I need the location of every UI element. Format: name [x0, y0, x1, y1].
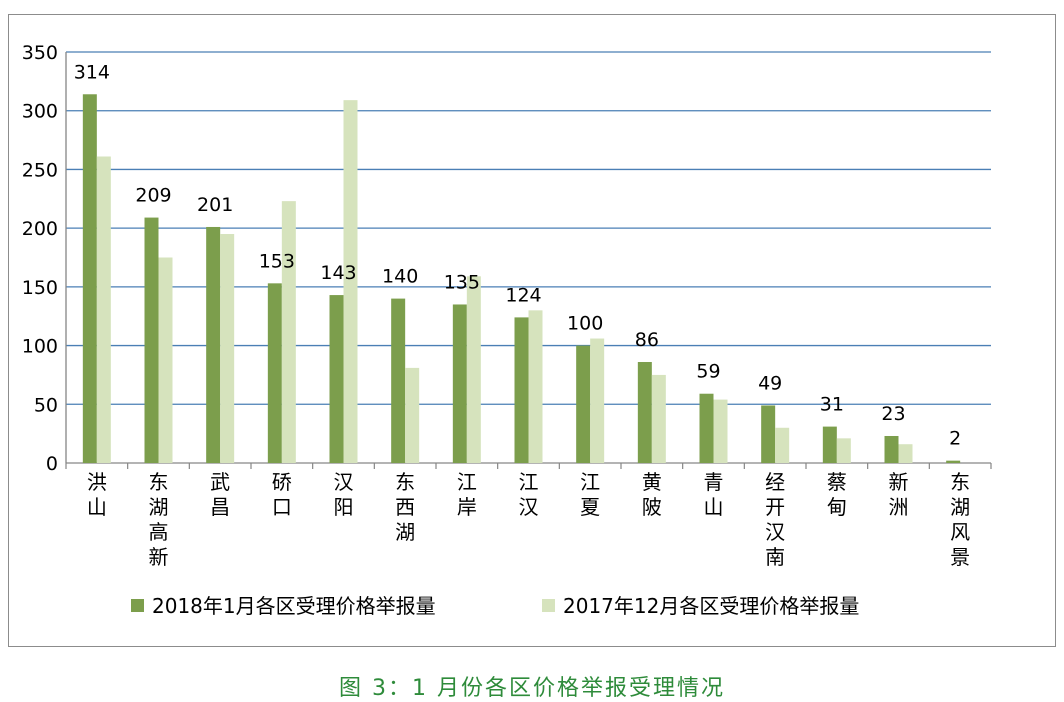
- data-label: 153: [259, 250, 295, 272]
- chart-frame: 0 50 100 150 200 250 300 350 314 洪山 209 东湖高新 201 武昌 15…: [8, 14, 1056, 647]
- y-tick-label: 350: [22, 42, 58, 64]
- data-label: 59: [696, 361, 720, 383]
- bar-2017-12: [898, 444, 913, 463]
- bar-2017-12: [528, 310, 543, 463]
- bar-2017-12: [713, 399, 728, 463]
- x-category-label: 经开汉南: [765, 470, 785, 569]
- y-tick-label: 150: [22, 277, 58, 299]
- bar-2018-01: [884, 435, 899, 463]
- figure-caption: 图 3：1 月份各区价格举报受理情况: [339, 676, 725, 701]
- bar-2018-01: [946, 460, 961, 463]
- x-category-label: 江夏: [580, 470, 600, 519]
- bar-2018-01: [144, 217, 159, 463]
- bar-2018-01: [822, 426, 837, 463]
- bar-2017-12: [466, 276, 481, 463]
- legend-label: 2017年12月各区受理价格举报量: [563, 594, 859, 618]
- bar-2018-01: [637, 362, 652, 463]
- x-category-label: 青山: [704, 470, 724, 519]
- y-tick-label: 0: [46, 453, 58, 475]
- y-tick-label: 200: [22, 218, 58, 240]
- y-tick-label: 50: [34, 394, 58, 416]
- data-label: 314: [74, 61, 110, 83]
- x-category-label: 黄陂: [642, 470, 662, 519]
- bar-2018-01: [514, 317, 529, 463]
- bar-2018-01: [329, 295, 344, 463]
- bar-2017-12: [590, 338, 605, 463]
- x-category-label: 武昌: [210, 470, 230, 519]
- y-tick-label: 250: [22, 159, 58, 181]
- x-category-label: 东湖高新: [149, 470, 169, 569]
- bar-chart: 0 50 100 150 200 250 300 350 314 洪山 209 东湖高新 201 武昌 15…: [22, 42, 992, 618]
- x-category-label: 硚口: [272, 470, 292, 519]
- data-label: 49: [758, 372, 782, 394]
- data-label: 135: [444, 271, 480, 293]
- data-label: 31: [820, 394, 844, 416]
- bar-2018-01: [452, 304, 467, 463]
- x-category-label: 蔡甸: [827, 470, 847, 519]
- y-tick-label: 300: [22, 101, 58, 123]
- bar-2018-01: [267, 283, 282, 463]
- y-tick-label: 100: [22, 336, 58, 358]
- bar-2017-12: [405, 367, 420, 463]
- x-category-label: 汉阳: [334, 470, 354, 519]
- bar-2017-12: [836, 438, 851, 463]
- data-label: 100: [567, 313, 603, 335]
- legend-swatch: [131, 599, 144, 612]
- data-label: 140: [382, 266, 418, 288]
- data-label: 143: [320, 262, 356, 284]
- x-category-label: 洪山: [87, 470, 107, 519]
- bar-2018-01: [82, 94, 97, 463]
- data-label: 124: [505, 284, 541, 306]
- legend-label: 2018年1月各区受理价格举报量: [152, 594, 436, 618]
- bar-2018-01: [391, 298, 406, 463]
- data-label: 86: [635, 329, 659, 351]
- bar-2017-12: [651, 374, 666, 463]
- data-label: 201: [197, 194, 233, 216]
- bar-2017-12: [281, 201, 296, 464]
- bar-2018-01: [699, 393, 714, 463]
- x-category-label: 江岸: [457, 470, 477, 519]
- x-category-label: 新洲: [889, 470, 909, 519]
- bar-2018-01: [576, 345, 591, 463]
- x-category-label: 江汉: [519, 470, 539, 519]
- bar-2017-12: [96, 156, 111, 464]
- data-label: 209: [135, 185, 171, 207]
- x-category-label: 东西湖: [395, 470, 415, 544]
- x-category-label: 东湖风景: [950, 470, 970, 569]
- bar-2017-12: [158, 257, 173, 463]
- bar-2018-01: [206, 226, 221, 463]
- bar-2018-01: [761, 405, 776, 463]
- bar-2017-12: [343, 100, 358, 463]
- bar-2017-12: [775, 427, 790, 463]
- bar-2017-12: [220, 234, 235, 463]
- data-label: 23: [881, 403, 905, 425]
- data-label: 2: [949, 428, 961, 450]
- legend-swatch: [542, 599, 555, 612]
